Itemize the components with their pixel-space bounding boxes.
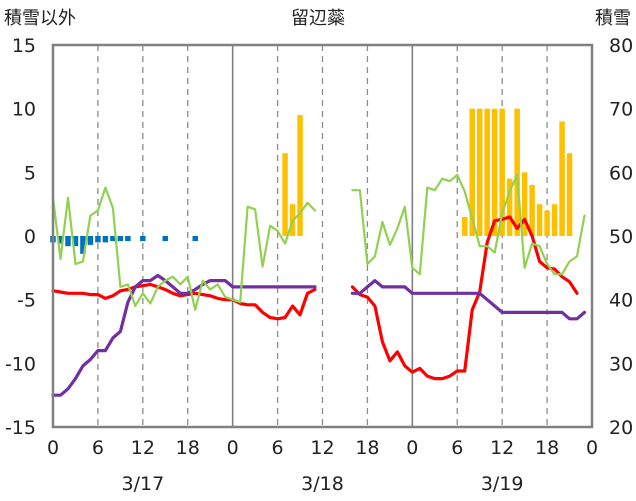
orange-bar xyxy=(559,121,565,236)
x-tick-label: 6 xyxy=(451,437,463,459)
blue-bar xyxy=(117,236,124,242)
x-tick-label: 18 xyxy=(535,437,559,459)
blue-bar xyxy=(140,236,146,242)
orange-bar xyxy=(469,108,475,236)
orange-bar xyxy=(551,204,558,236)
blue-bar xyxy=(72,236,79,247)
right-y-tick-label: 60 xyxy=(609,162,633,184)
left-y-tick-label: -10 xyxy=(5,353,36,375)
orange-bar xyxy=(499,108,505,236)
orange-bar xyxy=(536,204,543,236)
right-axis-title: 積雪 xyxy=(595,8,631,29)
blue-bar xyxy=(65,236,71,247)
date-label: 3/19 xyxy=(481,473,524,495)
blue-bar xyxy=(87,236,94,245)
left-y-tick-label: 10 xyxy=(12,99,36,121)
left-y-tick-label: 5 xyxy=(24,162,36,184)
x-tick-label: 0 xyxy=(47,437,59,459)
orange-bar xyxy=(521,172,528,236)
left-y-tick-label: -15 xyxy=(5,417,36,439)
x-tick-label: 0 xyxy=(586,437,598,459)
blue-bar xyxy=(57,236,64,244)
orange-bar xyxy=(484,108,490,236)
orange-bar xyxy=(566,153,573,236)
left-y-tick-label: 0 xyxy=(24,226,36,248)
bar-layer xyxy=(50,108,573,254)
blue-bar xyxy=(192,236,198,242)
orange-bar xyxy=(282,153,288,236)
blue-bar xyxy=(102,236,109,243)
right-y-tick-label: 70 xyxy=(609,99,633,121)
red-series-line xyxy=(51,215,579,381)
x-tick-label: 18 xyxy=(355,437,379,459)
x-tick-label: 12 xyxy=(310,437,334,459)
blue-bar xyxy=(162,236,169,242)
orange-bar xyxy=(529,185,535,236)
orange-bar xyxy=(461,216,468,236)
blue-bar xyxy=(95,236,101,243)
blue-bar xyxy=(80,236,86,254)
orange-bar xyxy=(491,108,498,236)
x-tick-label: 12 xyxy=(490,437,514,459)
orange-bar xyxy=(544,210,550,236)
right-y-tick-label: 40 xyxy=(609,290,633,312)
purple-series-line xyxy=(51,273,587,397)
orange-bar xyxy=(476,108,483,236)
orange-bar xyxy=(514,108,520,236)
left-axis-title: 積雪以外 xyxy=(4,8,76,29)
x-tick-label: 0 xyxy=(406,437,418,459)
right-y-tick-label: 50 xyxy=(609,226,633,248)
chart-title: 留辺蘂 xyxy=(291,8,345,29)
plot-frame xyxy=(51,43,594,429)
left-y-tick-label: 15 xyxy=(12,35,36,57)
x-tick-label: 0 xyxy=(227,437,239,459)
date-label: 3/18 xyxy=(301,473,344,495)
blue-bar xyxy=(110,236,116,242)
x-tick-label: 18 xyxy=(176,437,200,459)
left-y-tick-label: -5 xyxy=(17,290,36,312)
right-y-tick-label: 30 xyxy=(609,353,633,375)
green-series-line xyxy=(51,173,586,311)
x-tick-label: 6 xyxy=(92,437,104,459)
right-y-tick-label: 80 xyxy=(609,35,633,57)
right-y-tick-label: 20 xyxy=(609,417,633,439)
orange-bar xyxy=(506,178,513,236)
orange-bar xyxy=(297,115,303,236)
date-label: 3/17 xyxy=(121,473,164,495)
line-layer xyxy=(51,173,587,397)
x-tick-label: 6 xyxy=(272,437,284,459)
blue-bar xyxy=(125,236,131,242)
x-tick-label: 12 xyxy=(131,437,155,459)
